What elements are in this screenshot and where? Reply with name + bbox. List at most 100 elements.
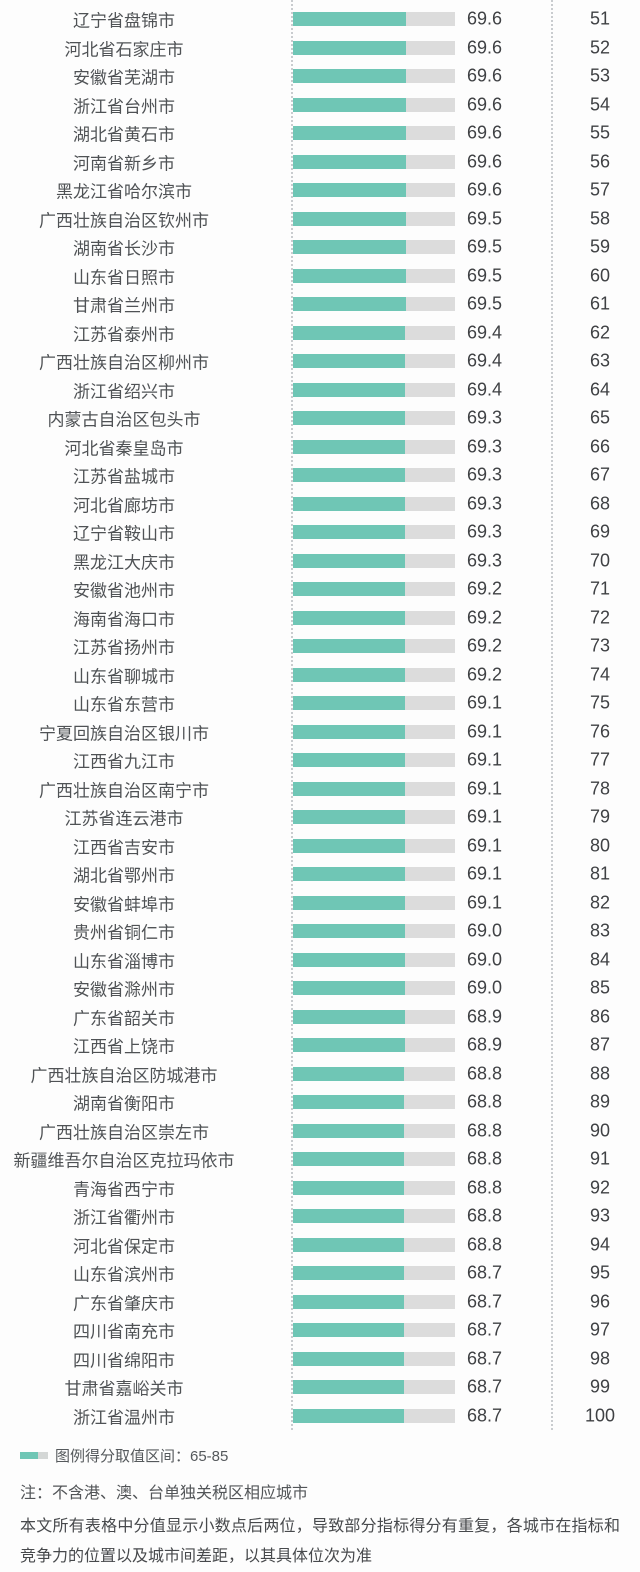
rank-value: 66	[589, 436, 611, 457]
score-bar	[293, 1009, 455, 1024]
table-row: 江西省吉安市 69.1 80	[0, 832, 640, 861]
score-bar	[293, 1237, 455, 1252]
rank-value: 84	[589, 949, 611, 970]
city-label: 广东省肇庆市	[73, 1294, 175, 1314]
score-bar-fill	[293, 468, 406, 483]
table-row: 山东省滨州市 68.7 95	[0, 1259, 640, 1288]
rank-value: 57	[589, 179, 611, 200]
city-label: 山东省滨州市	[73, 1265, 175, 1285]
score-value: 69.6	[467, 37, 503, 58]
score-value: 68.8	[467, 1234, 503, 1255]
score-bar	[293, 1095, 455, 1110]
score-bar-fill	[293, 1323, 405, 1338]
rank-value: 78	[589, 778, 611, 799]
score-bar	[293, 753, 455, 768]
table-row: 甘肃省兰州市 69.5 61	[0, 290, 640, 319]
score-bar	[293, 240, 455, 255]
table-row: 江苏省盐城市 69.3 67	[0, 461, 640, 490]
score-bar-fill	[293, 1294, 405, 1309]
score-bar-fill	[293, 1009, 405, 1024]
score-bar-fill	[293, 639, 406, 654]
table-row: 河南省新乡市 69.6 56	[0, 148, 640, 177]
score-bar	[293, 382, 455, 397]
city-label: 河南省新乡市	[73, 154, 175, 174]
city-label: 浙江省台州市	[73, 97, 175, 117]
score-bar	[293, 639, 455, 654]
rank-value: 53	[589, 65, 611, 86]
score-bar-fill	[293, 382, 406, 397]
score-bar	[293, 1266, 455, 1281]
score-bar-fill	[293, 1095, 405, 1110]
score-bar-fill	[293, 126, 406, 141]
rank-value: 64	[589, 379, 611, 400]
score-bar	[293, 667, 455, 682]
table-row: 河北省保定市 68.8 94	[0, 1231, 640, 1260]
table-row: 湖北省黄石市 69.6 55	[0, 119, 640, 148]
score-bar	[293, 981, 455, 996]
score-value: 69.3	[467, 436, 503, 457]
rank-value: 62	[589, 322, 611, 343]
score-value: 69.6	[467, 122, 503, 143]
table-row: 河北省廊坊市 69.3 68	[0, 490, 640, 519]
score-value: 69.1	[467, 835, 503, 856]
score-value: 68.7	[467, 1319, 503, 1340]
table-row: 安徽省芜湖市 69.6 53	[0, 62, 640, 91]
score-bar	[293, 1380, 455, 1395]
table-row: 广西壮族自治区柳州市 69.4 63	[0, 347, 640, 376]
score-value: 69.6	[467, 94, 503, 115]
score-bar-fill	[293, 439, 406, 454]
table-row: 贵州省铜仁市 69.0 83	[0, 917, 640, 946]
score-bar-fill	[293, 696, 405, 711]
footnote-text: 本文所有表格中分值显示小数点后两位，导致部分指标得分有重复，各城市在指标和竞争力…	[20, 1518, 620, 1565]
rank-value: 73	[589, 635, 611, 656]
score-value: 68.8	[467, 1205, 503, 1226]
table-row: 河北省秦皇岛市 69.3 66	[0, 433, 640, 462]
table-row: 四川省南充市 68.7 97	[0, 1316, 640, 1345]
rank-value: 60	[589, 265, 611, 286]
rank-value: 59	[589, 236, 611, 257]
score-value: 68.7	[467, 1262, 503, 1283]
city-label: 湖南省衡阳市	[73, 1094, 175, 1114]
score-bar-fill	[293, 97, 406, 112]
score-value: 69.6	[467, 179, 503, 200]
score-bar	[293, 924, 455, 939]
rank-value: 79	[589, 806, 611, 827]
rank-value: 90	[589, 1120, 611, 1141]
table-row: 广西壮族自治区南宁市 69.1 78	[0, 775, 640, 804]
score-value: 68.8	[467, 1177, 503, 1198]
city-label: 湖北省黄石市	[73, 125, 175, 145]
city-label: 江西省吉安市	[73, 838, 175, 858]
score-bar-fill	[293, 240, 406, 255]
table-row: 黑龙江省哈尔滨市 69.6 57	[0, 176, 640, 205]
score-value: 69.3	[467, 407, 503, 428]
score-value: 69.4	[467, 379, 503, 400]
score-bar-fill	[293, 1380, 405, 1395]
score-bar-fill	[293, 268, 406, 283]
score-bar	[293, 952, 455, 967]
legend-label: 图例得分取值区间：65-85	[55, 1447, 229, 1465]
score-bar	[293, 297, 455, 312]
score-bar-fill	[293, 582, 406, 597]
score-bar	[293, 411, 455, 426]
score-bar-fill	[293, 297, 406, 312]
table-row: 江西省九江市 69.1 77	[0, 746, 640, 775]
city-label: 江西省九江市	[73, 752, 175, 772]
city-ranking-chart: 辽宁省盘锦市 69.6 51 河北省石家庄市 69.6 52 安徽省芜湖市 69…	[0, 0, 640, 1430]
score-bar-fill	[293, 981, 405, 996]
score-bar	[293, 895, 455, 910]
score-value: 68.7	[467, 1291, 503, 1312]
score-value: 69.5	[467, 293, 503, 314]
city-label: 新疆维吾尔自治区克拉玛依市	[13, 1151, 235, 1171]
city-label: 河北省秦皇岛市	[64, 439, 184, 459]
table-row: 山东省东营市 69.1 75	[0, 689, 640, 718]
score-bar-fill	[293, 40, 406, 55]
score-bar-fill	[293, 810, 405, 825]
legend-track-swatch-icon	[38, 1451, 48, 1459]
score-bar-fill	[293, 154, 406, 169]
table-row: 河北省石家庄市 69.6 52	[0, 34, 640, 63]
rank-value: 65	[589, 407, 611, 428]
rank-value: 93	[589, 1205, 611, 1226]
city-label: 浙江省温州市	[73, 1408, 175, 1428]
table-row: 湖南省长沙市 69.5 59	[0, 233, 640, 262]
rank-value: 88	[589, 1063, 611, 1084]
